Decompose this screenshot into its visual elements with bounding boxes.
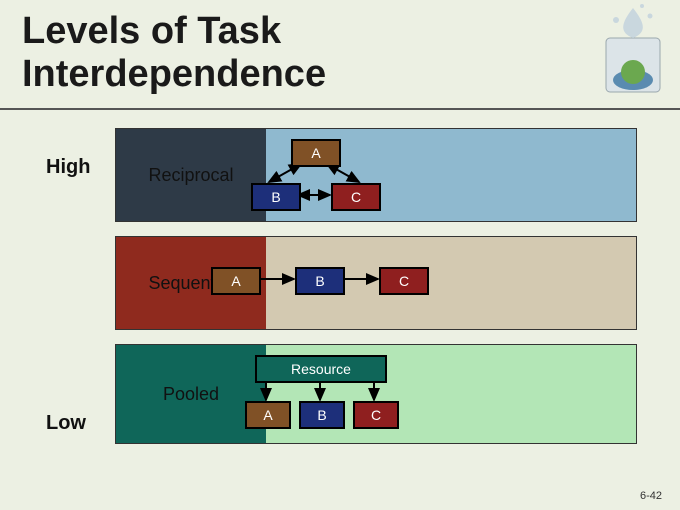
slide-number: 6-42 xyxy=(640,490,662,502)
axis-high-label: High xyxy=(46,156,90,179)
node-b: B xyxy=(295,267,345,295)
axis-low-label: Low xyxy=(46,412,86,435)
panel-pooled-diagram: ResourceABC xyxy=(266,345,636,443)
slide-title: Levels of Task Interdependence xyxy=(22,10,326,95)
node-c: C xyxy=(331,183,381,211)
node-c: C xyxy=(353,401,399,429)
node-a: A xyxy=(245,401,291,429)
node-a: A xyxy=(291,139,341,167)
panel-reciprocal: Reciprocal ABC xyxy=(115,128,637,222)
node-a: A xyxy=(211,267,261,295)
node-c: C xyxy=(379,267,429,295)
title-line-1: Levels of Task xyxy=(22,10,281,52)
node-b: B xyxy=(251,183,301,211)
panel-sequential: Sequential ABC xyxy=(115,236,637,330)
title-underline xyxy=(0,108,680,110)
panel-reciprocal-label: Reciprocal xyxy=(116,129,266,221)
title-line-2: Interdependence xyxy=(22,53,326,95)
panel-pooled-label: Pooled xyxy=(116,345,266,443)
resource-box: Resource xyxy=(255,355,387,383)
panel-reciprocal-diagram: ABC xyxy=(266,129,636,221)
panel-pooled: Pooled ResourceABC xyxy=(115,344,637,444)
decorative-splash-image xyxy=(592,2,674,98)
panel-sequential-diagram: ABC xyxy=(266,237,636,329)
node-b: B xyxy=(299,401,345,429)
